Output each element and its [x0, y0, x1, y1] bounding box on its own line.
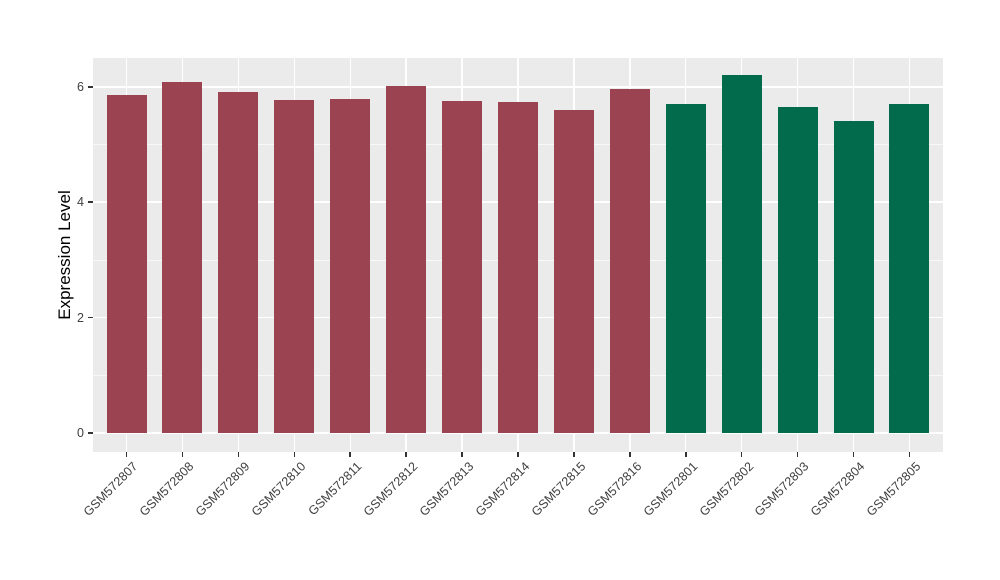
x-tick-label-GSM572812: GSM572812 [360, 459, 421, 519]
x-tick-label-GSM572814: GSM572814 [472, 459, 533, 519]
x-tick-label-GSM572815: GSM572815 [528, 459, 589, 519]
x-tick-GSM572815 [573, 452, 575, 457]
x-tick-label-GSM572808: GSM572808 [137, 459, 197, 519]
y-tick-2 [88, 316, 93, 319]
y-tick-label-4: 4 [77, 194, 84, 209]
x-tick-label-GSM572811: GSM572811 [305, 459, 365, 519]
x-tick-GSM572807 [125, 452, 128, 457]
x-tick-GSM572812 [405, 452, 407, 457]
bar-GSM572808 [162, 82, 203, 433]
bar-GSM572805 [889, 104, 930, 433]
y-tick-4 [88, 201, 93, 203]
y-axis-title: Expression Level [55, 190, 74, 320]
y-tick-label-0: 0 [77, 425, 84, 440]
y-tick-label-2: 2 [77, 310, 84, 325]
x-tick-label-GSM572803: GSM572803 [752, 459, 812, 519]
bar-GSM572803 [777, 107, 818, 433]
bar-GSM572809 [218, 92, 259, 433]
x-tick-label-GSM572804: GSM572804 [808, 459, 868, 519]
x-tick-GSM572803 [796, 452, 799, 457]
x-tick-GSM572814 [517, 452, 519, 457]
x-tick-GSM572811 [349, 452, 351, 457]
x-tick-label-GSM572816: GSM572816 [584, 459, 645, 519]
x-tick-label-GSM572807: GSM572807 [81, 459, 141, 519]
x-tick-GSM572816 [629, 452, 631, 457]
x-tick-GSM572805 [908, 452, 911, 457]
x-tick-GSM572804 [852, 452, 855, 457]
plot-panel [93, 58, 943, 452]
x-tick-GSM572802 [740, 452, 743, 457]
y-tick-6 [88, 86, 93, 88]
bar-GSM572815 [553, 109, 594, 433]
y-tick-0 [88, 432, 93, 434]
y-tick-label-6: 6 [77, 79, 84, 94]
x-tick-GSM572813 [461, 452, 463, 457]
x-tick-GSM572809 [237, 452, 240, 457]
bar-GSM572804 [833, 120, 874, 433]
bar-GSM572811 [330, 98, 371, 433]
x-tick-GSM572808 [181, 452, 184, 457]
bar-GSM572810 [274, 100, 315, 433]
x-tick-GSM572810 [293, 452, 296, 457]
bar-GSM572802 [721, 74, 762, 433]
bar-GSM572801 [665, 104, 706, 433]
bar-GSM572814 [498, 101, 538, 433]
x-tick-label-GSM572813: GSM572813 [416, 459, 477, 519]
x-tick-label-GSM572809: GSM572809 [193, 459, 253, 519]
bar-GSM572812 [386, 85, 427, 433]
bar-GSM572816 [609, 88, 650, 433]
bar-GSM572807 [106, 94, 147, 433]
x-tick-label-GSM572810: GSM572810 [248, 459, 309, 519]
x-tick-GSM572801 [685, 452, 687, 457]
x-tick-label-GSM572802: GSM572802 [696, 459, 756, 519]
x-tick-label-GSM572801: GSM572801 [640, 459, 700, 519]
bar-GSM572813 [442, 100, 483, 433]
x-tick-label-GSM572805: GSM572805 [864, 459, 924, 519]
